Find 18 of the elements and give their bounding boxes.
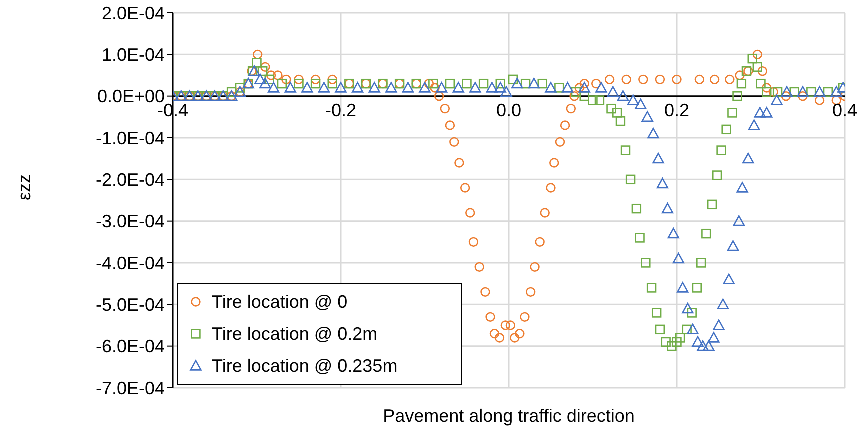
x-tick-label: 0.2 — [664, 100, 690, 120]
y-tick-label: -1.0E-04 — [96, 128, 165, 148]
legend-label: Tire location @ 0 — [212, 292, 348, 312]
x-tick-label: 0.0 — [496, 100, 522, 120]
y-tick-label: -4.0E-04 — [96, 253, 165, 274]
y-tick-label: -5.0E-04 — [96, 295, 165, 316]
x-axis-title: Pavement along traffic direction — [383, 406, 635, 426]
y-tick-label: -3.0E-04 — [96, 212, 165, 232]
y-tick-label: -6.0E-04 — [96, 336, 165, 357]
legend-label: Tire location @ 0.235m — [212, 356, 398, 376]
y-tick-label: 2.0E-04 — [102, 3, 165, 24]
x-tick-label: -0.2 — [325, 100, 357, 120]
y-tick-label: -7.0E-04 — [96, 378, 165, 398]
y-tick-label: 1.0E-04 — [102, 45, 165, 66]
y-axis-title: εzz — [14, 174, 34, 200]
legend-label: Tire location @ 0.2m — [212, 324, 378, 344]
y-tick-label: -2.0E-04 — [96, 170, 165, 190]
x-tick-label: 0.4 — [832, 100, 858, 120]
